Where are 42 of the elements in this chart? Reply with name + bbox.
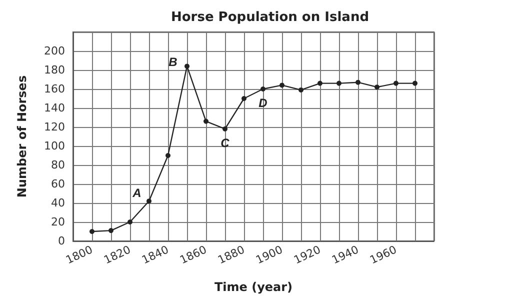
point	[128, 220, 132, 224]
y-tick-label: 140	[44, 102, 65, 114]
x-tick-label: 1840	[140, 243, 171, 267]
y-tick-label: 40	[51, 196, 65, 210]
y-tick-label: 100	[44, 140, 65, 152]
point	[204, 118, 208, 124]
y-tick-label: 160	[44, 82, 65, 96]
y-axis-title: Number of Horses	[15, 75, 29, 198]
point	[412, 80, 418, 86]
point	[90, 229, 94, 234]
point	[298, 87, 304, 92]
y-tick-label: 0	[58, 234, 65, 248]
y-tick-label: 180	[44, 64, 65, 76]
y-tick-label: 60	[51, 178, 65, 190]
chart-title: Horse Population on Island	[170, 10, 370, 25]
y-tick-label: 120	[44, 120, 65, 134]
point	[280, 82, 284, 88]
x-tick-label: 1960	[368, 243, 399, 267]
x-tick-label: 1820	[102, 243, 133, 267]
y-tick-label: 80	[51, 158, 65, 172]
point	[184, 64, 190, 69]
x-tick-label: 1920	[292, 243, 323, 267]
point	[146, 198, 152, 204]
point	[242, 96, 246, 101]
x-tick-label: 1880	[216, 243, 247, 267]
point	[394, 80, 398, 86]
point	[166, 153, 170, 158]
point	[318, 80, 322, 86]
x-tick-label: 1860	[178, 243, 209, 267]
point	[260, 86, 266, 92]
point	[108, 228, 114, 234]
x-tick-label: 1940	[330, 243, 361, 267]
y-tick-label: 200	[44, 44, 65, 58]
point	[374, 84, 380, 90]
x-tick-label: 1800	[64, 243, 95, 267]
y-tick-label: 20	[51, 216, 65, 228]
point	[356, 80, 360, 85]
point	[336, 80, 342, 86]
point	[222, 126, 228, 132]
x-axis-title: Time (year)	[214, 280, 293, 294]
x-tick-label: 1900	[254, 243, 285, 267]
annotation: A	[132, 186, 142, 200]
